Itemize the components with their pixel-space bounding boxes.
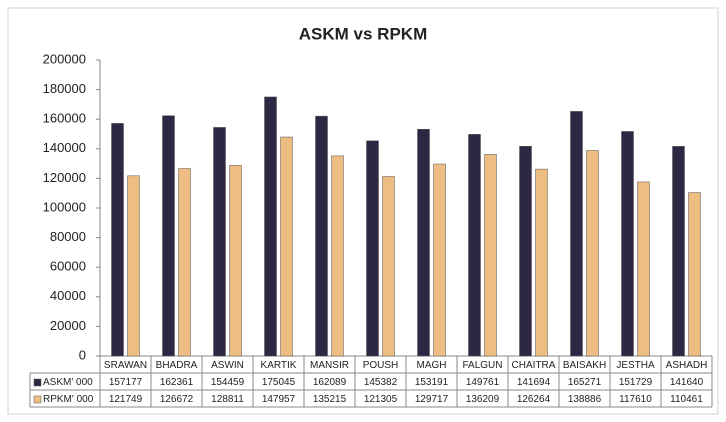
y-tick-label: 100000 [43, 199, 86, 214]
x-tick-label: CHAITRA [512, 360, 556, 371]
bar [433, 163, 446, 357]
table-value: 165271 [568, 377, 602, 388]
table-value: 126672 [160, 394, 194, 405]
table-value: 129717 [415, 394, 449, 405]
bar [672, 146, 685, 357]
table-value: 136209 [466, 394, 500, 405]
bar [162, 115, 175, 357]
bar [382, 176, 395, 357]
table-value: 153191 [415, 377, 449, 388]
table-value: 145382 [364, 377, 398, 388]
y-tick-label: 200000 [43, 51, 86, 66]
bar [111, 123, 124, 357]
bar [586, 150, 599, 357]
table-value: 126264 [517, 394, 551, 405]
bar [570, 111, 583, 357]
bar [519, 146, 532, 357]
bar [213, 127, 226, 357]
legend-label: RPKM' 000 [43, 394, 94, 405]
x-tick-label: JESTHA [616, 360, 655, 371]
table-value: 141694 [517, 377, 551, 388]
table-value: 151729 [619, 377, 653, 388]
legend-label: ASKM' 000 [43, 377, 93, 388]
bar [468, 134, 481, 357]
y-tick-label: 140000 [43, 140, 86, 155]
x-tick-label: FALGUN [462, 360, 502, 371]
x-tick-label: MAGH [417, 360, 447, 371]
x-tick-label: SRAWAN [104, 360, 147, 371]
table-value: 157177 [109, 377, 143, 388]
bar [621, 131, 634, 357]
bar [178, 168, 191, 357]
table-value: 135215 [313, 394, 347, 405]
table-value: 162361 [160, 377, 194, 388]
y-tick-label: 160000 [43, 111, 86, 126]
x-tick-label: BAISAKH [563, 360, 606, 371]
bar [264, 96, 277, 357]
legend-swatch [33, 378, 42, 387]
table-value: 110461 [670, 394, 703, 405]
bar [127, 175, 140, 357]
chart-title: ASKM vs RPKM [299, 24, 427, 43]
table-value: 117610 [619, 394, 652, 405]
bar [535, 168, 548, 357]
x-tick-label: POUSH [363, 360, 399, 371]
table-value: 141640 [670, 377, 704, 388]
x-tick-label: KARTIK [261, 360, 297, 371]
table-value: 154459 [211, 377, 245, 388]
table-value: 149761 [466, 377, 500, 388]
bar [417, 129, 430, 357]
y-tick-label: 0 [79, 347, 86, 362]
y-tick-label: 120000 [43, 170, 86, 185]
bar [229, 165, 242, 357]
table-value: 121305 [364, 394, 398, 405]
bar [280, 136, 293, 357]
y-tick-label: 20000 [50, 318, 86, 333]
y-tick-label: 60000 [50, 259, 86, 274]
legend-swatch [33, 395, 42, 404]
table-value: 162089 [313, 377, 347, 388]
bar [637, 181, 650, 357]
y-tick-label: 40000 [50, 288, 86, 303]
bar [688, 192, 701, 357]
table-value: 121749 [109, 394, 143, 405]
table-value: 128811 [211, 394, 244, 405]
table-value: 175045 [262, 377, 296, 388]
bar [484, 154, 497, 357]
table-value: 138886 [568, 394, 602, 405]
x-tick-label: ASHADH [666, 360, 708, 371]
bar [331, 155, 344, 357]
bar [366, 140, 379, 357]
x-tick-label: BHADRA [156, 360, 198, 371]
bar [315, 115, 328, 357]
y-tick-label: 180000 [43, 81, 86, 96]
chart-border [7, 7, 719, 415]
table-value: 147957 [262, 394, 296, 405]
y-tick-label: 80000 [50, 229, 86, 244]
x-tick-label: MANSIR [310, 360, 349, 371]
x-tick-label: ASWIN [211, 360, 244, 371]
